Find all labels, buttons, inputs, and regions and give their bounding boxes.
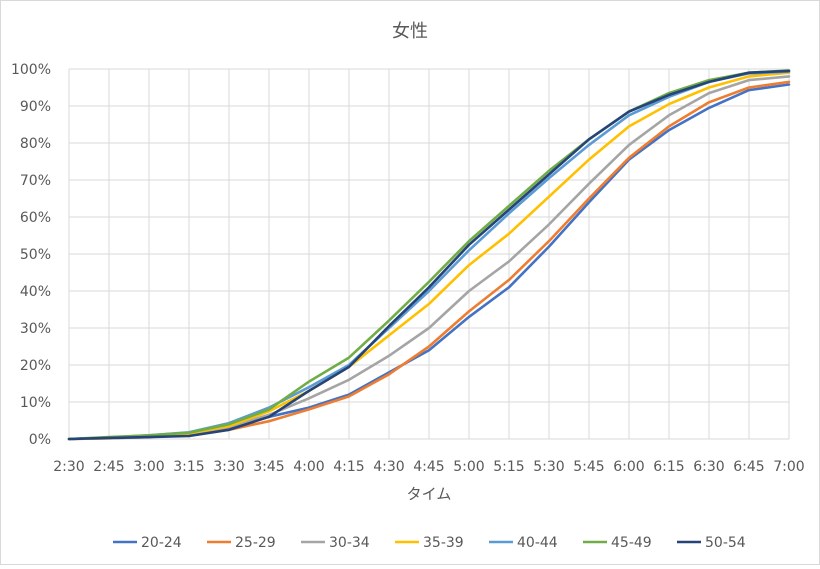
y-tick-label: 60% (20, 210, 51, 226)
x-tick-label: 4:45 (413, 459, 444, 475)
y-tick-label: 70% (20, 173, 51, 189)
x-tick-label: 6:45 (733, 459, 764, 475)
y-tick-label: 40% (20, 284, 51, 300)
x-tick-label: 4:15 (333, 459, 364, 475)
legend-label: 50-54 (705, 535, 746, 551)
y-tick-label: 0% (29, 432, 51, 448)
x-tick-label: 2:45 (93, 459, 124, 475)
x-axis-title: タイム (407, 485, 452, 503)
x-tick-label: 6:30 (693, 459, 724, 475)
legend-label: 35-39 (423, 535, 464, 551)
y-tick-label: 30% (20, 321, 51, 337)
series-line-50-54 (67, 69, 791, 441)
x-tick-label: 5:45 (573, 459, 604, 475)
series-lines (67, 69, 791, 441)
legend-label: 20-24 (141, 535, 182, 551)
x-tick-label: 2:30 (53, 459, 84, 475)
legend-label: 40-44 (517, 535, 558, 551)
y-axis-ticks: 0% 10% 20% 30% 40% 50% 60% 70% 80% 90% 100% (11, 62, 51, 448)
gridlines (68, 68, 790, 440)
x-tick-label: 3:15 (173, 459, 204, 475)
y-tick-label: 80% (20, 136, 51, 152)
series-line-45-49 (67, 69, 791, 441)
x-tick-label: 6:00 (613, 459, 644, 475)
y-tick-label: 90% (20, 99, 51, 115)
x-tick-label: 6:15 (653, 459, 684, 475)
chart-title: 女性 (392, 21, 428, 42)
x-tick-label: 4:00 (293, 459, 324, 475)
y-tick-label: 100% (11, 62, 51, 78)
x-axis-ticks: 2:30 2:45 3:00 3:15 3:30 3:45 4:00 4:15 4:30 4:45… (53, 459, 804, 475)
x-tick-label: 7:00 (773, 459, 804, 475)
x-tick-label: 5:30 (533, 459, 564, 475)
x-tick-label: 3:30 (213, 459, 244, 475)
x-tick-label: 3:45 (253, 459, 284, 475)
legend: 20-24 25-29 30-34 35-39 40-44 45-49 50-54 (113, 535, 746, 551)
x-tick-label: 3:00 (133, 459, 164, 475)
y-tick-label: 20% (20, 358, 51, 374)
x-tick-label: 4:30 (373, 459, 404, 475)
legend-label: 45-49 (611, 535, 652, 551)
y-tick-label: 10% (20, 395, 51, 411)
x-tick-label: 5:00 (453, 459, 484, 475)
legend-label: 25-29 (235, 535, 276, 551)
legend-label: 30-34 (329, 535, 370, 551)
y-tick-label: 50% (20, 247, 51, 263)
x-tick-label: 5:15 (493, 459, 524, 475)
